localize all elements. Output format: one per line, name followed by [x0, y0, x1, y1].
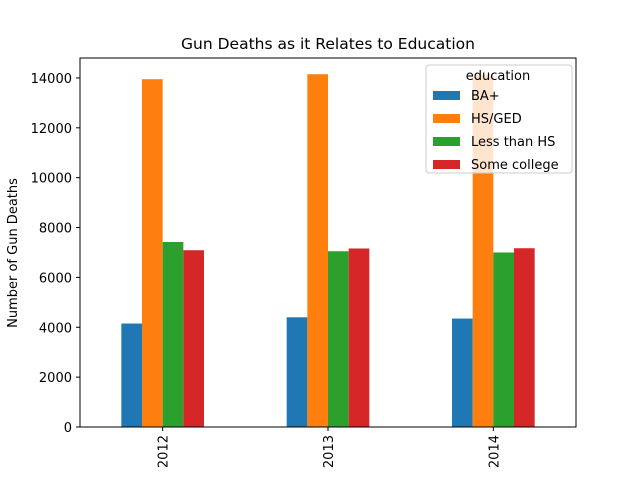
legend-frame: [425, 64, 573, 174]
y-tick-label: 2000: [39, 371, 72, 386]
y-tick-label: 0: [64, 421, 72, 436]
bar: [121, 323, 142, 427]
bar: [183, 250, 204, 427]
y-tick-label: 4000: [39, 321, 72, 336]
y-tick-label: 10000: [31, 172, 72, 187]
bar: [162, 242, 184, 427]
x-tick-label: 2014: [487, 435, 502, 468]
bar: [328, 251, 349, 427]
legend-swatch: [433, 91, 460, 100]
plot-area: [79, 57, 577, 428]
legend-swatch: [433, 114, 460, 123]
x-tick-label: 2013: [322, 435, 337, 468]
legend: education BA+ HS/GED Less than HS Some coll…: [425, 64, 573, 174]
bar: [452, 318, 473, 427]
y-axis: 0 2000 4000 6000 8000 10000 12000 14000: [31, 72, 80, 436]
legend-swatch: [433, 160, 460, 169]
legend-label: HS/GED: [471, 112, 522, 127]
legend-title: education: [466, 69, 531, 84]
x-tick-label: 2012: [157, 435, 172, 468]
legend-label: BA+: [471, 89, 500, 104]
bar: [514, 248, 535, 427]
y-tick-label: 12000: [31, 122, 72, 137]
legend-label: Some college: [471, 158, 559, 173]
legend-swatch: [433, 137, 460, 146]
bar: [348, 248, 370, 427]
y-tick-label: 6000: [39, 271, 72, 286]
bar: [286, 317, 308, 427]
x-axis: 2012 2013 2014: [157, 427, 502, 468]
chart-title: Gun Deaths as it Relates to Education: [181, 35, 475, 53]
y-tick-label: 14000: [31, 72, 72, 87]
bar: [307, 74, 328, 427]
bar: [493, 252, 514, 427]
legend-label: Less than HS: [471, 135, 555, 150]
bar: [142, 79, 163, 427]
y-axis-label: Number of Gun Deaths: [6, 178, 21, 328]
y-tick-label: 8000: [39, 222, 72, 237]
